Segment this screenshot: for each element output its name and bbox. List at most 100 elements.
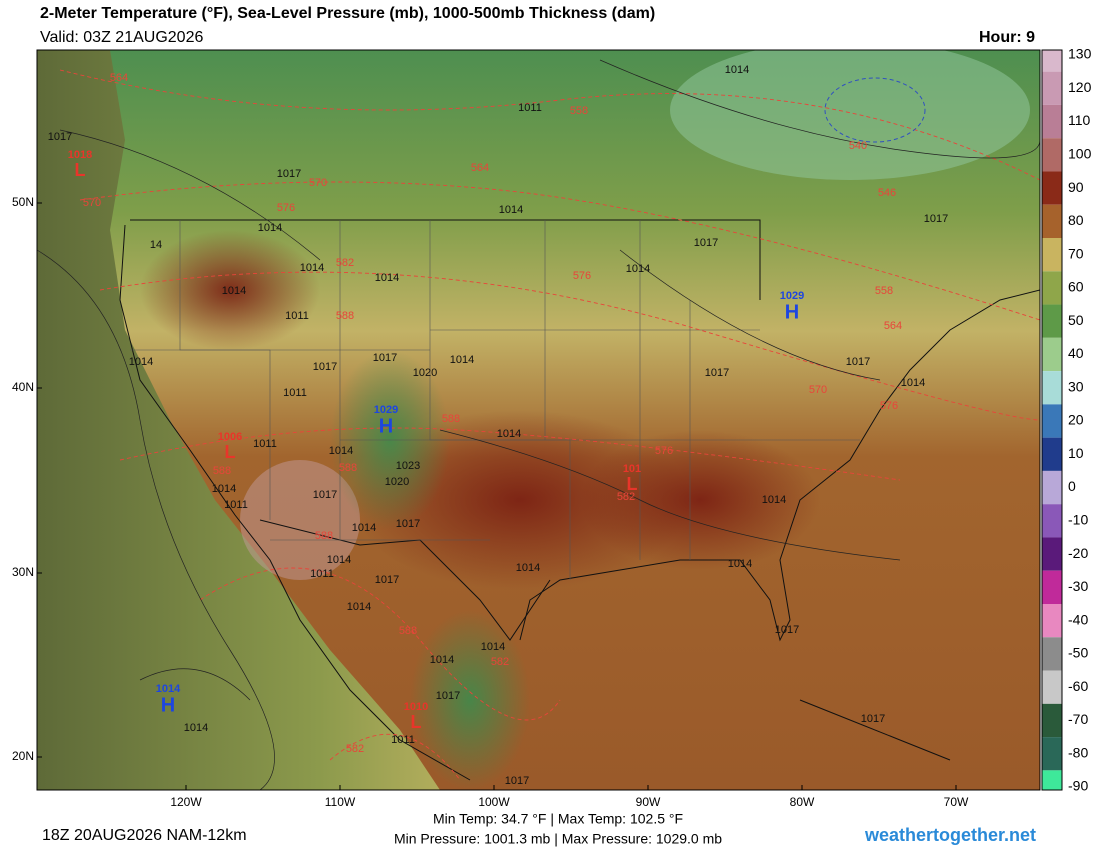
isobar-label: 1014 xyxy=(184,722,208,734)
isobar-label: 1014 xyxy=(626,263,650,275)
isobar-label: 1014 xyxy=(497,428,521,440)
site-credit: weathertogether.net xyxy=(864,825,1036,845)
isobar-label: 1014 xyxy=(481,641,505,653)
thickness-label: 582 xyxy=(346,743,364,755)
colorbar-tick-label: 30 xyxy=(1068,378,1084,394)
isobar-label: 1014 xyxy=(725,64,749,76)
us-mexico-border xyxy=(259,519,551,641)
thickness-label: 576 xyxy=(880,400,898,412)
colorbar-segment xyxy=(1042,171,1062,205)
colorbar-frame xyxy=(1041,49,1063,791)
colorbar-segment xyxy=(1042,437,1062,471)
isobar-label: 1014 xyxy=(499,204,523,216)
isobar-label: 1014 xyxy=(129,356,153,368)
colorbar-tick-label: 80 xyxy=(1068,212,1084,228)
colorbar-tick-label: 0 xyxy=(1068,478,1076,494)
isobar-label: 1017 xyxy=(48,131,72,143)
thickness-label: 582 xyxy=(617,491,635,503)
colorbar-tick-label: -70 xyxy=(1068,711,1088,727)
colorbar-segment xyxy=(1042,737,1062,771)
colorbar-segment xyxy=(1042,271,1062,305)
colorbar-segment xyxy=(1042,537,1062,571)
colorbar-segment xyxy=(1042,337,1062,372)
isobar-label: 1017 xyxy=(861,713,885,725)
coastline xyxy=(119,224,471,781)
thickness-label: 564 xyxy=(471,162,489,174)
colorbar-segment xyxy=(1042,238,1062,272)
colorbar-tick-label: 40 xyxy=(1068,345,1084,361)
isobar-label: 1014 xyxy=(430,654,454,666)
isobar-label: 1017 xyxy=(375,574,399,586)
isobar-label: 1017 xyxy=(436,690,460,702)
isobar-label: 1014 xyxy=(450,354,474,366)
pressure-range: Min Pressure: 1001.3 mb | Max Pressure: … xyxy=(394,831,722,847)
low-pressure-value: 1010 xyxy=(404,701,428,713)
high-pressure-symbol: H xyxy=(379,415,393,437)
isobar-label: 1017 xyxy=(705,367,729,379)
thickness-label: 588 xyxy=(336,310,354,322)
isobar-label: 1017 xyxy=(396,518,420,530)
thickness-label: 540 xyxy=(849,140,867,152)
isobar-label: 1017 xyxy=(277,168,301,180)
temp-range: Min Temp: 34.7 °F | Max Temp: 102.5 °F xyxy=(433,811,683,827)
thickness-label: 588 xyxy=(315,530,333,542)
isobar-label: 1017 xyxy=(846,356,870,368)
lat-label: 40N xyxy=(12,380,34,394)
low-pressure-symbol: L xyxy=(225,442,236,462)
isobar-label: 1017 xyxy=(313,489,337,501)
colorbar-tick-label: -30 xyxy=(1068,578,1088,594)
colorbar: 1301201101009080706050403020100-10-20-30… xyxy=(1041,46,1092,794)
isobar-label: 1017 xyxy=(373,352,397,364)
colorbar-tick-label: 10 xyxy=(1068,445,1084,461)
isobar-label: 1017 xyxy=(505,775,529,787)
isobar-label: 1014 xyxy=(258,222,282,234)
isobar-label: 1011 xyxy=(224,499,248,511)
lat-label: 30N xyxy=(12,565,34,579)
cuba xyxy=(799,699,951,761)
thickness-label: 558 xyxy=(570,105,588,117)
high-pressure-symbol: H xyxy=(161,694,175,716)
colorbar-tick-label: 20 xyxy=(1068,412,1084,428)
thickness-label: 558 xyxy=(875,285,893,297)
colorbar-tick-label: 50 xyxy=(1068,312,1084,328)
thickness-label: 582 xyxy=(336,257,354,269)
lon-label: 100W xyxy=(478,795,510,809)
isobar-label: 14 xyxy=(150,239,162,251)
isobar-label: 1014 xyxy=(516,562,540,574)
map-frame xyxy=(36,49,1041,791)
thickness-label: 588 xyxy=(399,625,417,637)
title: 2-Meter Temperature (°F), Sea-Level Pres… xyxy=(40,5,655,22)
isobar-label: 1014 xyxy=(901,377,925,389)
isobar-label: 1011 xyxy=(391,734,415,746)
isobar-label: 1017 xyxy=(694,237,718,249)
isobar-label: 1011 xyxy=(253,438,277,450)
colorbar-segment xyxy=(1042,104,1062,139)
colorbar-segment xyxy=(1042,138,1062,172)
heat-area xyxy=(140,230,320,350)
lon-label: 70W xyxy=(944,795,969,809)
pacific-ocean xyxy=(37,50,440,790)
colorbar-tick-label: 130 xyxy=(1068,46,1092,62)
isobar-label: 1020 xyxy=(385,476,409,488)
colorbar-tick-label: -80 xyxy=(1068,744,1088,760)
thickness-label: 588 xyxy=(339,462,357,474)
thickness-label: 588 xyxy=(213,465,231,477)
axis-labels: 50N 40N 30N 20N 120W 110W 100W 90W 80W 70W xyxy=(12,195,969,809)
lon-label: 110W xyxy=(325,795,356,809)
isobar-label: 1014 xyxy=(300,262,324,274)
lon-label: 120W xyxy=(170,795,202,809)
colorbar-tick-label: -50 xyxy=(1068,645,1088,661)
state-lines xyxy=(130,220,860,580)
colorbar-segment xyxy=(1042,770,1062,790)
isobar-label: 1014 xyxy=(728,558,752,570)
colorbar-tick-label: 60 xyxy=(1068,279,1084,295)
thickness-label: 576 xyxy=(277,202,295,214)
colorbar-segment xyxy=(1042,604,1062,638)
colorbar-tick-label: 110 xyxy=(1068,112,1091,128)
thickness-label: 570 xyxy=(309,177,327,189)
isobar-label: 1017 xyxy=(775,624,799,636)
coastline xyxy=(519,289,1040,642)
colorbar-segment xyxy=(1042,404,1062,438)
isobar-label: 1014 xyxy=(762,494,786,506)
isobar-label: 1011 xyxy=(285,310,309,322)
